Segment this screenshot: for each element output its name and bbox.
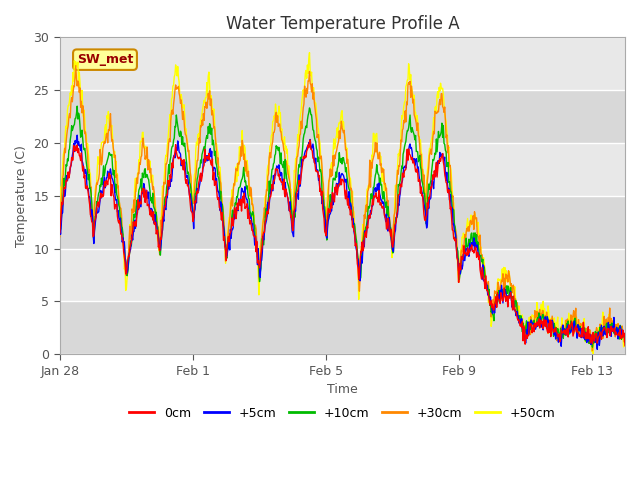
- Legend: 0cm, +5cm, +10cm, +30cm, +50cm: 0cm, +5cm, +10cm, +30cm, +50cm: [124, 402, 561, 424]
- Bar: [60, 37, 625, 90]
- X-axis label: Time: Time: [327, 383, 358, 396]
- Bar: [60, 301, 625, 354]
- Y-axis label: Temperature (C): Temperature (C): [15, 145, 28, 247]
- Bar: [60, 143, 625, 196]
- Bar: [60, 90, 625, 143]
- Text: SW_met: SW_met: [77, 53, 133, 66]
- Title: Water Temperature Profile A: Water Temperature Profile A: [226, 15, 460, 33]
- Bar: [60, 196, 625, 249]
- Bar: [60, 249, 625, 301]
